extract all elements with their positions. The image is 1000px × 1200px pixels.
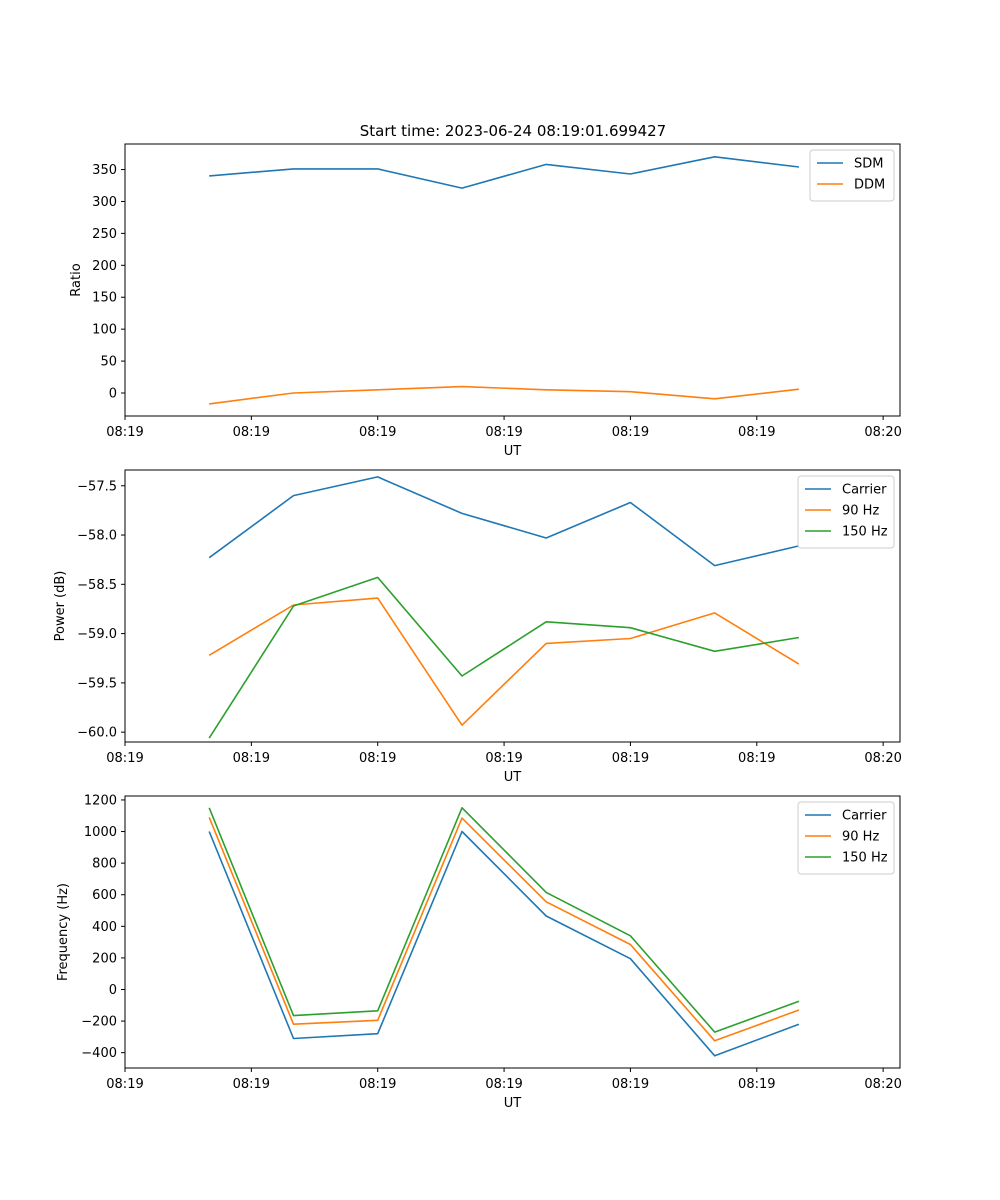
y-tick-label: 0 (109, 387, 117, 402)
x-tick-label: 08:19 (485, 425, 522, 440)
y-tick-label: −59.5 (77, 676, 117, 691)
x-tick-label: 08:19 (612, 751, 649, 766)
frequency-plot-area (124, 795, 901, 1069)
x-tick-label: 08:20 (864, 1077, 901, 1092)
y-tick-label: −400 (81, 1046, 117, 1061)
y-tick-label: 800 (92, 857, 117, 872)
x-axis-label: UT (504, 444, 522, 459)
legend-label: 150 Hz (842, 851, 888, 866)
power-plot-area (124, 469, 901, 743)
y-tick-label: 1200 (84, 793, 117, 808)
x-tick-label: 08:19 (233, 425, 270, 440)
legend (797, 801, 895, 875)
y-tick-label: −58.5 (77, 578, 117, 593)
x-tick-label: 08:19 (359, 425, 396, 440)
series-line-90-hz (208, 597, 800, 727)
series-line-ddm (209, 385, 799, 405)
x-tick-label: 08:19 (612, 1077, 649, 1092)
x-tick-label: 08:19 (738, 1077, 775, 1092)
x-tick-label: 08:19 (485, 1077, 522, 1092)
series-line-90-hz (208, 816, 800, 1042)
series-line-150-hz (208, 576, 800, 739)
y-tick-label: 250 (92, 227, 117, 242)
y-tick-label: −59.0 (77, 627, 117, 642)
x-tick-label: 08:19 (485, 751, 522, 766)
y-tick-label: −58.0 (77, 529, 117, 544)
y-tick-label: 150 (92, 291, 117, 306)
legend-label: 90 Hz (842, 504, 879, 519)
legend (797, 475, 895, 549)
legend-label: Carrier (842, 483, 887, 498)
y-tick-label: 100 (92, 323, 117, 338)
y-tick-label: 0 (109, 983, 117, 998)
y-axis-label: Frequency (Hz) (56, 883, 71, 981)
y-tick-label: −60.0 (77, 726, 117, 741)
x-tick-label: 08:19 (738, 751, 775, 766)
y-tick-label: 400 (92, 920, 117, 935)
series-line-sdm (209, 156, 799, 189)
x-tick-label: 08:19 (106, 425, 143, 440)
frequency-axes: 08:19 08:19 08:19 08:19 08:19 08:19 08:20 −400 −… (56, 793, 902, 1111)
series-line-carrier (208, 476, 800, 567)
power-axes: 08:19 08:19 08:19 08:19 08:19 08:19 08:20 −60.0… (53, 469, 902, 785)
x-tick-label: 08:19 (233, 1077, 270, 1092)
y-tick-label: −57.5 (77, 479, 117, 494)
x-tick-label: 08:19 (738, 425, 775, 440)
ratio-axes: 08:19 08:19 08:19 08:19 08:19 08:19 08:20 0 50 10… (69, 143, 902, 459)
x-tick-label: 08:19 (233, 751, 270, 766)
x-axis-label: UT (504, 770, 522, 785)
x-tick-label: 08:19 (106, 1077, 143, 1092)
x-tick-label: 08:19 (359, 751, 396, 766)
legend-label: Carrier (842, 809, 887, 824)
x-tick-label: 08:20 (864, 425, 901, 440)
x-tick-label: 08:19 (612, 425, 649, 440)
y-axis-label: Ratio (69, 263, 84, 296)
legend-label: 150 Hz (842, 525, 888, 540)
y-tick-label: 50 (100, 355, 117, 370)
y-tick-label: 200 (92, 259, 117, 274)
y-tick-label: 600 (92, 888, 117, 903)
x-tick-label: 08:20 (864, 751, 901, 766)
y-tick-label: 1000 (84, 825, 117, 840)
x-axis-label: UT (504, 1096, 522, 1111)
series-line-150-hz (208, 806, 800, 1033)
y-tick-label: 350 (92, 163, 117, 178)
series-line-carrier (208, 830, 800, 1057)
y-axis-label: Power (dB) (53, 571, 68, 642)
legend-label: DDM (854, 178, 885, 193)
chart-title: Start time: 2023-06-24 08:19:01.699427 (360, 122, 666, 140)
ratio-plot-area (124, 143, 901, 417)
x-tick-label: 08:19 (106, 751, 143, 766)
legend-label: 90 Hz (842, 830, 879, 845)
x-tick-label: 08:19 (359, 1077, 396, 1092)
y-tick-label: 200 (92, 951, 117, 966)
legend-label: SDM (854, 157, 883, 172)
y-tick-label: −200 (81, 1015, 117, 1030)
y-tick-label: 300 (92, 195, 117, 210)
